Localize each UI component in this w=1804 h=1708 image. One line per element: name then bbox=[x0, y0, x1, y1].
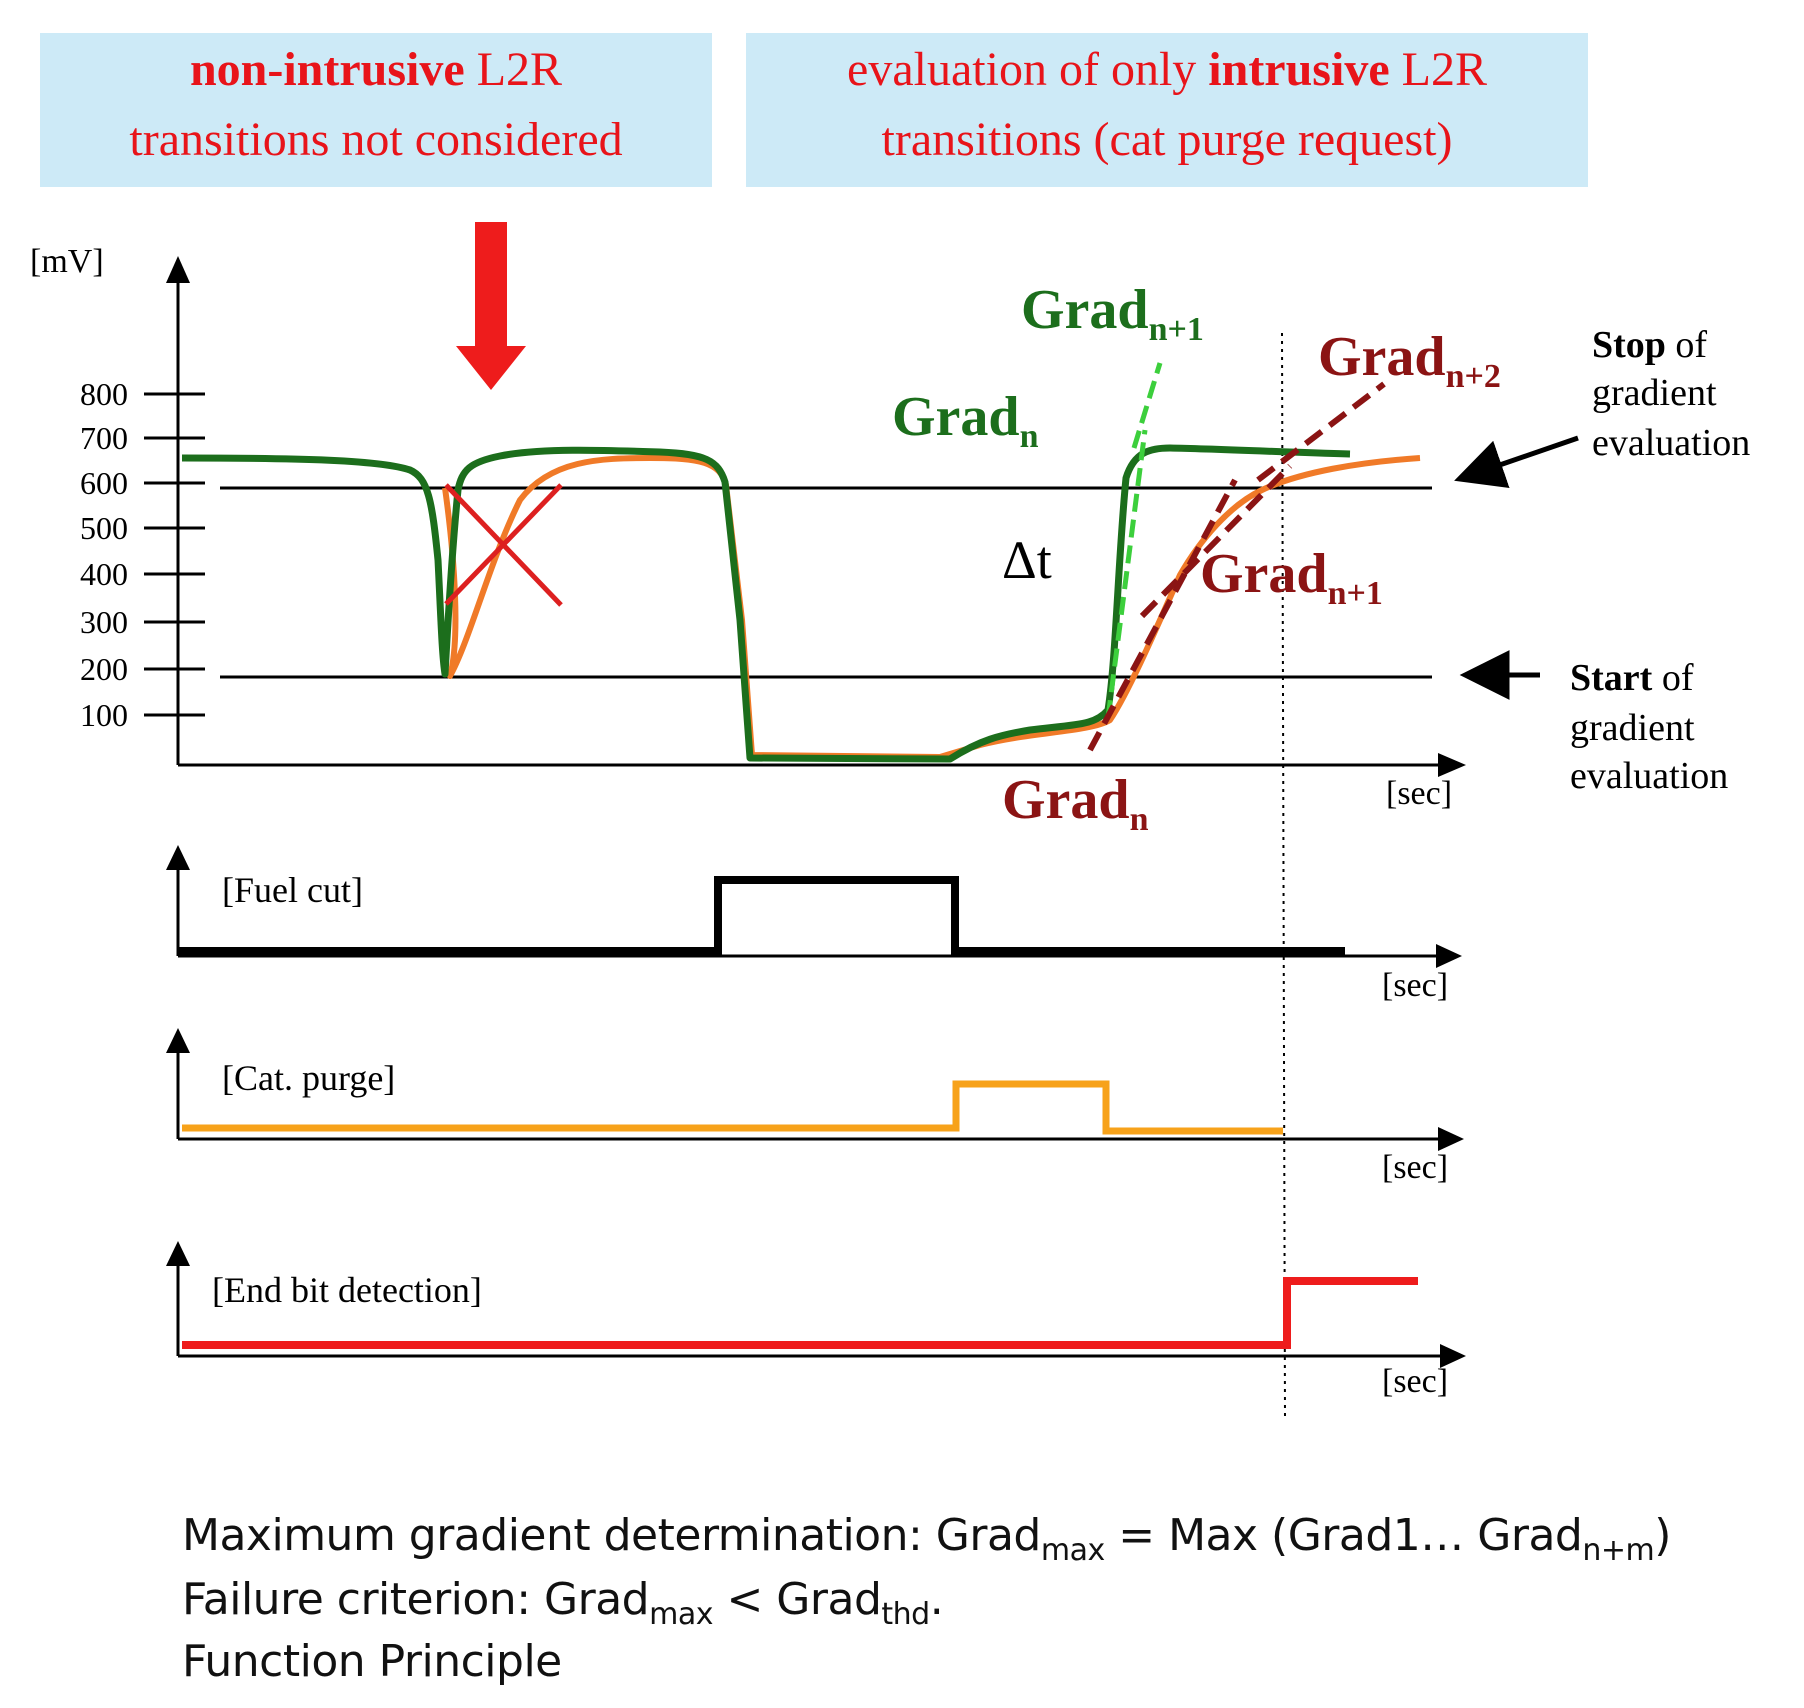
right-banner-rest: L2R bbox=[1390, 43, 1487, 96]
red-grad-n-sub: n bbox=[1130, 801, 1149, 838]
y-tick-label: 400 bbox=[80, 556, 128, 592]
purge-x-unit-label: [sec] bbox=[1382, 1149, 1448, 1186]
footer-line3-text: Function Principle bbox=[182, 1636, 562, 1687]
left-banner-bold: non-intrusive bbox=[190, 43, 465, 96]
footer-line2-text: Failure criterion: Grad bbox=[182, 1574, 650, 1625]
main-x-axis-arrow-icon bbox=[1438, 753, 1466, 777]
x-mark-icon-stroke2 bbox=[444, 483, 563, 606]
y-tick-label: 200 bbox=[80, 651, 128, 687]
orange-signal-curve bbox=[442, 455, 1421, 760]
stop-bold: Stop bbox=[1592, 324, 1666, 366]
purge-y-axis-arrow-icon bbox=[166, 1028, 190, 1053]
start-annotation-line3: evaluation bbox=[1570, 755, 1728, 797]
red-grad-n-label: Gradn bbox=[1002, 769, 1149, 838]
red-grad-n2-label: Gradn+2 bbox=[1318, 326, 1501, 395]
endbit-x-unit-label: [sec] bbox=[1382, 1363, 1448, 1400]
footer-line1-mid: = Max (Grad1… Grad bbox=[1104, 1510, 1583, 1561]
left-banner-line1: non-intrusive L2R bbox=[190, 43, 562, 96]
green-grad-n-label: Gradn bbox=[892, 386, 1039, 455]
end-bit-label: [End bit detection] bbox=[212, 1270, 482, 1310]
right-banner-line1: evaluation of only intrusive L2R bbox=[847, 43, 1487, 96]
green-signal-curve bbox=[181, 444, 1351, 763]
red-grad-n1-label: Gradn+1 bbox=[1200, 543, 1383, 612]
left-banner-line2: transitions not considered bbox=[129, 113, 622, 166]
main-x-unit-label: [sec] bbox=[1386, 775, 1452, 812]
stop-annotation-line2: gradient bbox=[1592, 372, 1717, 414]
green-grad-n1-label: Gradn+1 bbox=[1021, 279, 1204, 348]
fuel-cut-label: [Fuel cut] bbox=[222, 870, 363, 910]
green-grad-n1-base: Grad bbox=[1021, 279, 1149, 341]
green-grad-n1-sub: n+1 bbox=[1149, 311, 1204, 348]
footer-line2-sub2: thd bbox=[881, 1597, 930, 1632]
fuel-y-axis-arrow-icon bbox=[166, 845, 190, 870]
cat-purge-label: [Cat. purge] bbox=[222, 1058, 395, 1098]
red-grad-n-base: Grad bbox=[1002, 769, 1130, 831]
red-tangent-n1 bbox=[1139, 463, 1293, 619]
delta-t-label: Δt bbox=[1002, 530, 1052, 590]
y-unit-label: [mV] bbox=[30, 243, 104, 280]
fuel-x-unit-label: [sec] bbox=[1382, 967, 1448, 1004]
red-tangent-n2 bbox=[1256, 381, 1386, 483]
footer-line-1: Maximum gradient determination: Gradmax … bbox=[182, 1510, 1671, 1568]
footer-line1-sub1: max bbox=[1040, 1533, 1105, 1568]
footer-line1-text: Maximum gradient determination: Grad bbox=[182, 1510, 1041, 1561]
start-bold: Start bbox=[1570, 657, 1653, 699]
green-tangent-n bbox=[1105, 429, 1148, 719]
right-banner-line2: transitions (cat purge request) bbox=[882, 113, 1453, 166]
endbit-x-axis-arrow-icon bbox=[1440, 1344, 1466, 1368]
y-tick-label: 700 bbox=[80, 420, 128, 456]
y-tick-label: 500 bbox=[80, 510, 128, 546]
stop-time-dotted-line bbox=[1281, 332, 1286, 1421]
red-tangent-n bbox=[1087, 478, 1238, 752]
stop-arrow-icon bbox=[1454, 435, 1579, 489]
stop-annotation-line3: evaluation bbox=[1592, 422, 1750, 464]
end-bit-signal bbox=[182, 1277, 1418, 1349]
purge-x-axis-arrow-icon bbox=[1438, 1127, 1464, 1151]
stop-annotation-line1: Stop of bbox=[1592, 324, 1707, 366]
stop-rest: of bbox=[1666, 324, 1708, 366]
left-banner-rest: L2R bbox=[465, 43, 562, 96]
fuel-x-axis-arrow-icon bbox=[1436, 944, 1462, 968]
y-tick-label: 600 bbox=[80, 465, 128, 501]
main-y-axis-arrow-icon bbox=[166, 256, 190, 283]
footer-line1-end: ) bbox=[1654, 1510, 1671, 1561]
right-banner-pre: evaluation of only bbox=[847, 43, 1208, 96]
y-tick-label: 800 bbox=[80, 376, 128, 412]
left-banner bbox=[40, 33, 712, 187]
endbit-y-axis-arrow-icon bbox=[166, 1241, 190, 1266]
y-tick-label: 300 bbox=[80, 604, 128, 640]
start-annotation-line1: Start of bbox=[1570, 657, 1694, 699]
start-annotation-line2: gradient bbox=[1570, 707, 1695, 749]
red-grad-n2-sub: n+2 bbox=[1446, 358, 1501, 395]
footer-line2-end: . bbox=[929, 1574, 944, 1625]
footer-line2-mid: < Grad bbox=[712, 1574, 882, 1625]
footer-line-3: Function Principle bbox=[182, 1636, 562, 1687]
y-tick-label: 100 bbox=[80, 697, 128, 733]
green-grad-n-base: Grad bbox=[892, 386, 1020, 448]
footer-line2-sub1: max bbox=[649, 1597, 713, 1632]
y-ticks: 800 700 600 500 400 300 200 100 bbox=[80, 376, 205, 733]
right-banner bbox=[746, 33, 1588, 187]
red-grad-n1-base: Grad bbox=[1200, 543, 1328, 605]
footer-line-2: Failure criterion: Gradmax < Gradthd. bbox=[182, 1574, 944, 1632]
green-tangent-n1 bbox=[1131, 362, 1163, 449]
start-rest: of bbox=[1652, 657, 1694, 699]
red-grad-n1-sub: n+1 bbox=[1328, 575, 1383, 612]
cat-purge-signal bbox=[182, 1080, 1283, 1135]
green-grad-n-sub: n bbox=[1020, 418, 1039, 455]
footer-line1-sub2: n+m bbox=[1582, 1533, 1655, 1568]
fuel-cut-signal bbox=[178, 876, 1345, 955]
red-down-arrow-icon bbox=[456, 222, 526, 390]
right-banner-bold: intrusive bbox=[1208, 43, 1389, 96]
red-grad-n2-base: Grad bbox=[1318, 326, 1446, 388]
